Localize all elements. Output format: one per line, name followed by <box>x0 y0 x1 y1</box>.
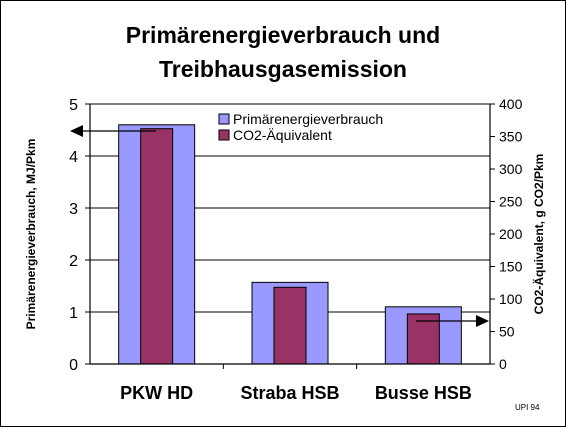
left-tick-label: 0 <box>69 357 78 374</box>
category-labels: PKW HD Straba HSB Busse HSB <box>120 364 472 403</box>
bar-co2 <box>273 286 307 365</box>
right-tick-label: 0 <box>499 356 507 372</box>
legend-swatch-co2 <box>218 129 230 141</box>
category-label: PKW HD <box>120 383 193 403</box>
right-axis-label: CO2-Äquivalent, g CO2/Pkm <box>531 154 546 315</box>
category-label: Straba HSB <box>240 383 339 403</box>
left-tick-label: 4 <box>69 149 78 166</box>
chart-title-line-1: Primärenergieverbrauch und <box>126 22 440 48</box>
bar-co2 <box>406 313 440 365</box>
legend: Primärenergieverbrauch CO2-Äquivalent <box>218 111 383 143</box>
legend-label-energy: Primärenergieverbrauch <box>233 111 383 127</box>
left-axis-label: Primärenergieverbrauch, MJ/Pkm <box>24 139 38 330</box>
right-tick-label: 50 <box>499 324 515 340</box>
right-tick-label: 100 <box>499 291 523 307</box>
chart-title-line-2: Treibhausgasemission <box>159 56 407 82</box>
bars <box>118 124 462 365</box>
annotation-arrow-left <box>70 125 156 137</box>
right-tick-label: 350 <box>499 129 523 145</box>
left-tick-label: 5 <box>69 97 78 114</box>
left-axis-ticks: 0 1 2 3 4 5 <box>69 97 90 374</box>
left-tick-label: 2 <box>69 253 78 270</box>
annotation-arrow-right <box>416 315 489 327</box>
category-label: Busse HSB <box>375 383 472 403</box>
legend-swatch-energy <box>218 113 230 125</box>
left-tick-label: 3 <box>69 201 78 218</box>
right-tick-label: 400 <box>499 96 523 112</box>
right-tick-label: 300 <box>499 161 523 177</box>
left-tick-label: 1 <box>69 305 78 322</box>
right-tick-label: 150 <box>499 259 523 275</box>
right-tick-label: 250 <box>499 194 523 210</box>
source-note: UPI 94 <box>515 403 540 412</box>
bar-co2 <box>140 128 174 365</box>
legend-label-co2: CO2-Äquivalent <box>233 127 332 143</box>
right-tick-label: 200 <box>499 226 523 242</box>
right-axis-ticks: 0 50 100 150 200 250 300 350 400 <box>490 96 523 372</box>
